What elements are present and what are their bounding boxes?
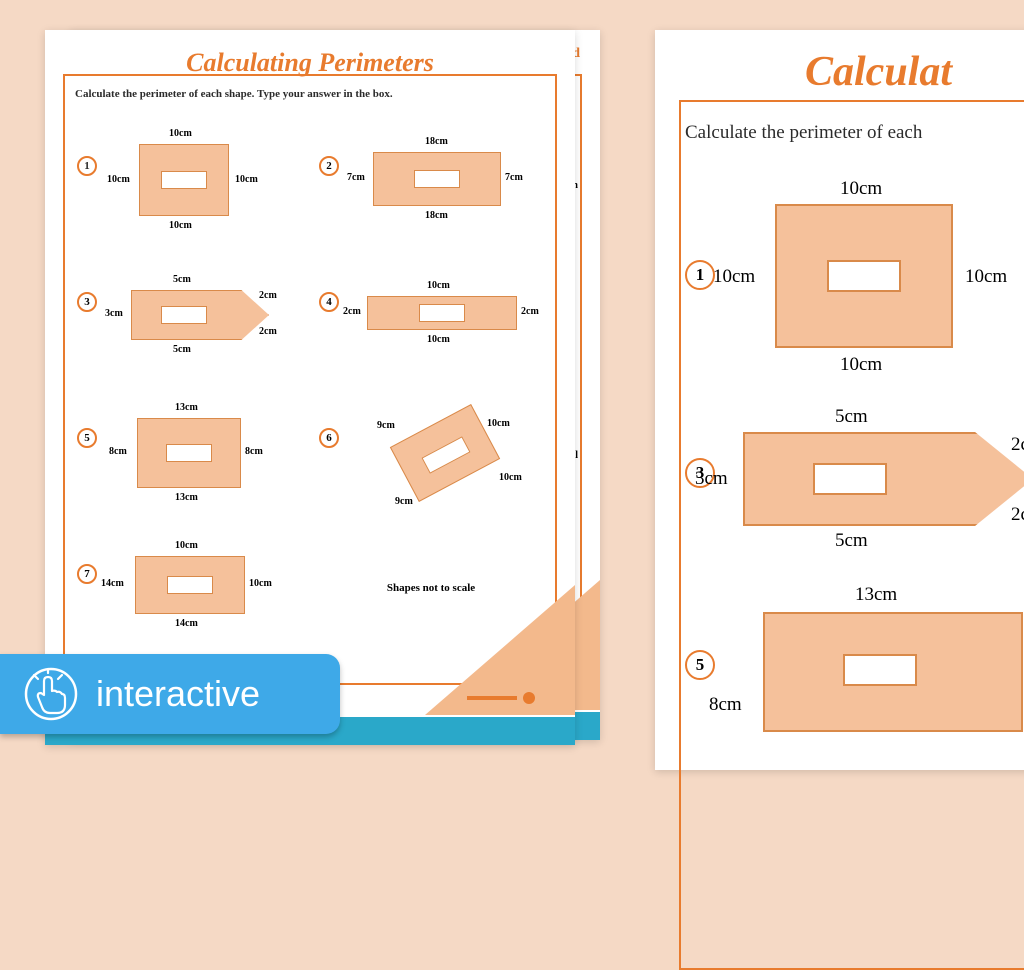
problem-1: 1 10cm 10cm 10cm 10cm <box>73 116 305 244</box>
dim-bottom: 18cm <box>425 210 448 221</box>
dim-left: 8cm <box>709 694 742 716</box>
dim-top: 10cm <box>840 178 882 200</box>
dim-r1: 2cm <box>259 290 277 301</box>
problem-5: 5 13cm 8cm <box>685 584 1024 744</box>
dim-top: 10cm <box>169 128 192 139</box>
answer-input[interactable] <box>813 463 887 495</box>
dim-top: 10cm <box>427 280 450 291</box>
dim-left: 3cm <box>105 308 123 319</box>
answer-input[interactable] <box>843 654 917 686</box>
dim-bottom: 5cm <box>173 344 191 355</box>
dim-left: 10cm <box>713 266 755 288</box>
problem-2: 2 18cm 7cm 7cm 18cm <box>315 116 547 244</box>
problem-1: 1 10cm 10cm 10cm 10cm <box>685 180 1024 390</box>
dim-top: 5cm <box>173 274 191 285</box>
page-title: Calculat <box>685 48 1024 96</box>
dim-left: 14cm <box>101 578 124 589</box>
dim-br: 10cm <box>499 472 522 483</box>
dim-bottom: 10cm <box>169 220 192 231</box>
problem-number: 5 <box>685 650 715 680</box>
dim-top: 13cm <box>855 584 897 606</box>
dim-right: 7cm <box>505 172 523 183</box>
footer-logo <box>457 687 557 709</box>
problem-3: 3 5cm 3cm 2cm 2cm 5cm <box>73 252 305 380</box>
problem-number: 2 <box>319 156 339 176</box>
problem-3: 3 5cm 3cm 2c 2c 5cm <box>685 400 1024 574</box>
dim-right: 10cm <box>965 266 1007 288</box>
dim-bl: 9cm <box>395 496 413 507</box>
dim-left: 2cm <box>343 306 361 317</box>
dim-bottom: 14cm <box>175 618 198 629</box>
problem-5: 5 13cm 8cm 8cm 13cm <box>73 388 305 516</box>
problem-number: 3 <box>77 292 97 312</box>
dim-left: 10cm <box>107 174 130 185</box>
tap-icon <box>24 667 78 721</box>
dim-bottom: 10cm <box>840 354 882 376</box>
answer-input[interactable] <box>161 171 207 189</box>
dim-left: 3cm <box>695 468 728 490</box>
dim-right: 2cm <box>521 306 539 317</box>
problems-grid: 1 10cm 10cm 10cm 10cm 2 18cm 7cm 7cm 18c… <box>73 116 547 652</box>
dim-top: 5cm <box>835 406 868 428</box>
dim-r2: 2c <box>1011 504 1024 526</box>
instruction-text: Calculate the perimeter of each <box>685 122 1024 144</box>
problem-number: 6 <box>319 428 339 448</box>
interactive-badge: interactive <box>0 654 340 734</box>
dim-right: 10cm <box>249 578 272 589</box>
dim-left: 7cm <box>347 172 365 183</box>
badge-label: interactive <box>96 673 260 715</box>
answer-input[interactable] <box>166 444 212 462</box>
dim-top: 10cm <box>175 540 198 551</box>
answer-input[interactable] <box>414 170 460 188</box>
dim-top: 13cm <box>175 402 198 413</box>
worksheet-page-zoom: Calculat Calculate the perimeter of each… <box>655 30 1024 770</box>
answer-input[interactable] <box>161 306 207 324</box>
page-title: Calculating Perimeters <box>73 48 547 78</box>
dim-r2: 2cm <box>259 326 277 337</box>
dim-bottom: 5cm <box>835 530 868 552</box>
answer-input[interactable] <box>419 304 465 322</box>
dim-tr: 10cm <box>487 418 510 429</box>
dim-left: 8cm <box>109 446 127 457</box>
answer-input[interactable] <box>827 260 901 292</box>
dim-tl: 9cm <box>377 420 395 431</box>
problem-number: 7 <box>77 564 97 584</box>
problem-6: 6 9cm 10cm 10cm 9cm <box>315 388 547 516</box>
problem-number: 5 <box>77 428 97 448</box>
problem-number: 1 <box>77 156 97 176</box>
dim-r1: 2c <box>1011 434 1024 456</box>
instruction-text: Calculate the perimeter of each shape. T… <box>75 88 547 100</box>
problem-7: 7 10cm 14cm 10cm 14cm <box>73 524 305 652</box>
dim-bottom: 13cm <box>175 492 198 503</box>
dim-right: 8cm <box>245 446 263 457</box>
dim-top: 18cm <box>425 136 448 147</box>
dim-right: 10cm <box>235 174 258 185</box>
dim-bottom: 10cm <box>427 334 450 345</box>
problem-number: 1 <box>685 260 715 290</box>
problem-number: 4 <box>319 292 339 312</box>
problem-4: 4 10cm 2cm 2cm 10cm <box>315 252 547 380</box>
answer-input[interactable] <box>167 576 213 594</box>
worksheet-page-front: Calculating Perimeters Calculate the per… <box>45 30 575 745</box>
